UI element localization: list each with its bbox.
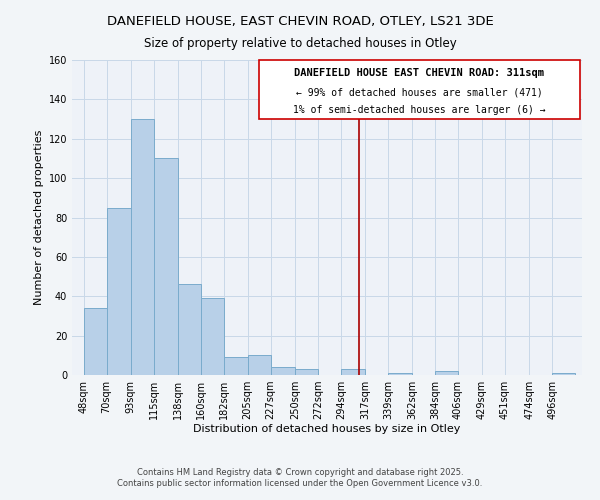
Bar (295, 369, 318, 375)
Bar (259, 60, 580, 119)
Bar (224, 358, 248, 375)
Bar (107, 208, 131, 375)
Text: ← 99% of detached houses are smaller (471): ← 99% of detached houses are smaller (47… (296, 88, 543, 98)
Text: Contains HM Land Registry data © Crown copyright and database right 2025.
Contai: Contains HM Land Registry data © Crown c… (118, 468, 482, 487)
Bar (131, 119, 154, 375)
Bar (271, 367, 295, 375)
Y-axis label: Number of detached properties: Number of detached properties (34, 130, 44, 305)
Bar (552, 373, 575, 375)
X-axis label: Distribution of detached houses by size in Otley: Distribution of detached houses by size … (193, 424, 461, 434)
Bar (178, 284, 200, 375)
Bar (435, 371, 458, 375)
Bar (83, 308, 107, 375)
Bar (341, 369, 365, 375)
Text: DANEFIELD HOUSE EAST CHEVIN ROAD: 311sqm: DANEFIELD HOUSE EAST CHEVIN ROAD: 311sqm (295, 68, 544, 78)
Text: DANEFIELD HOUSE, EAST CHEVIN ROAD, OTLEY, LS21 3DE: DANEFIELD HOUSE, EAST CHEVIN ROAD, OTLEY… (107, 15, 493, 28)
Bar (388, 373, 412, 375)
Bar (248, 356, 271, 375)
Bar (200, 298, 224, 375)
Bar (154, 158, 178, 375)
Text: Size of property relative to detached houses in Otley: Size of property relative to detached ho… (143, 38, 457, 51)
Text: 1% of semi-detached houses are larger (6) →: 1% of semi-detached houses are larger (6… (293, 106, 546, 116)
